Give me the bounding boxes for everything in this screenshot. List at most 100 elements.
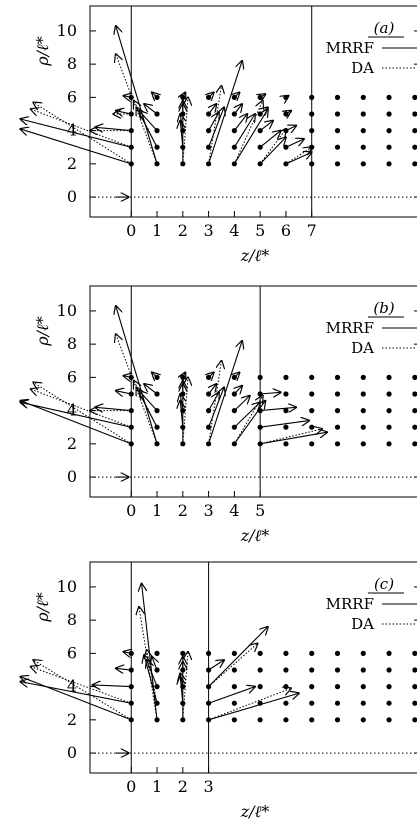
grid-point — [283, 408, 289, 414]
mrrf-vector — [209, 92, 214, 97]
da-vector — [208, 361, 222, 444]
grid-point — [180, 650, 186, 656]
mrrf-vector — [285, 126, 296, 131]
grid-point — [360, 128, 366, 134]
mrrf-vector — [116, 306, 158, 444]
grid-point — [360, 408, 366, 414]
y-tick-label-b: 0 — [67, 467, 77, 486]
grid-point — [386, 408, 392, 414]
plot-frame-c — [89, 561, 417, 774]
grid-point — [283, 374, 289, 380]
grid-point — [412, 684, 417, 690]
y-tick-label-c: 2 — [67, 710, 77, 729]
grid-point — [334, 667, 341, 673]
da-vector — [208, 688, 292, 721]
y-tick-label-b: 10 — [57, 301, 77, 320]
mrrf-vector — [20, 401, 132, 445]
legend-label-da: DA — [351, 339, 374, 357]
grid-point — [334, 391, 341, 397]
mrrf-vector — [152, 657, 157, 671]
mrrf-vector — [259, 137, 286, 165]
grid-point — [257, 717, 263, 723]
grid-point — [205, 717, 212, 723]
grid-point — [386, 144, 392, 150]
mrrf-vector — [260, 432, 327, 445]
grid-point — [283, 650, 289, 656]
y-axis-label-a: ρ/ℓ* — [33, 36, 52, 66]
grid-point — [360, 161, 366, 167]
mrrf-vector — [208, 687, 255, 704]
grid-point — [309, 684, 315, 690]
grid-point — [283, 717, 289, 723]
mrrf-vector — [208, 693, 299, 721]
mrrf-vector — [208, 660, 224, 671]
x-tick-label-a: 4 — [229, 221, 239, 240]
grid-point — [360, 650, 366, 656]
mrrf-vector — [233, 109, 268, 165]
grid-point — [334, 94, 341, 100]
grid-point — [334, 128, 341, 134]
mrrf-vector — [286, 111, 291, 114]
y-tick-label-a: 8 — [67, 54, 77, 73]
y-tick-label-c: 10 — [57, 577, 77, 596]
grid-point — [412, 717, 417, 723]
grid-point — [386, 684, 392, 690]
plot-frame-b — [89, 285, 417, 498]
grid-point — [386, 391, 392, 397]
mrrf-vector — [95, 127, 132, 130]
x-tick-label-b: 3 — [204, 501, 214, 520]
grid-point — [360, 144, 366, 150]
grid-point — [360, 717, 366, 723]
mrrf-vector — [233, 396, 249, 412]
x-tick-label-a: 7 — [307, 221, 317, 240]
grid-point — [283, 391, 289, 397]
grid-point — [309, 441, 315, 447]
grid-point — [412, 667, 417, 673]
mrrf-vector — [116, 668, 132, 670]
da-vector — [33, 660, 132, 721]
grid-point — [309, 650, 315, 656]
legend-label-da: DA — [351, 615, 374, 633]
x-tick-label-a: 0 — [126, 221, 136, 240]
da-vector — [31, 667, 132, 704]
grid-point — [360, 700, 366, 706]
grid-point — [154, 650, 160, 656]
mrrf-vector — [234, 92, 239, 97]
mrrf-vector — [286, 96, 289, 98]
y-tick-label-b: 6 — [67, 367, 77, 386]
x-tick-label-a: 6 — [281, 221, 291, 240]
mrrf-vector — [139, 111, 158, 131]
grid-point — [309, 128, 315, 134]
mrrf-vector — [20, 129, 132, 165]
mrrf-vector — [208, 112, 219, 131]
grid-point — [360, 684, 366, 690]
grid-point — [360, 391, 366, 397]
grid-point — [334, 684, 341, 690]
mrrf-vector — [208, 392, 219, 411]
x-axis-label-b: z/ℓ* — [240, 526, 269, 545]
grid-point — [283, 441, 289, 447]
mrrf-vector — [234, 372, 239, 377]
mrrf-vector — [124, 652, 132, 654]
y-tick-label-b: 4 — [67, 401, 77, 420]
grid-point — [283, 667, 289, 673]
x-axis-label-c: z/ℓ* — [240, 802, 269, 821]
series-da-b — [31, 334, 322, 445]
mrrf-vector — [209, 384, 217, 395]
plot-frame-a — [89, 5, 417, 218]
y-tick-label-a: 0 — [67, 187, 77, 206]
grid-point — [154, 717, 160, 723]
grid-point — [309, 700, 315, 706]
grid-point — [412, 391, 417, 397]
grid-point — [334, 700, 341, 706]
mrrf-vector — [259, 131, 281, 148]
y-tick-label-a: 4 — [67, 121, 77, 140]
y-tick-label-a: 10 — [57, 21, 77, 40]
mrrf-vector — [147, 660, 158, 687]
x-tick-label-c: 3 — [204, 777, 214, 796]
grid-point — [334, 408, 341, 414]
grid-point — [128, 717, 134, 723]
grid-point — [360, 374, 366, 380]
mrrf-vector — [259, 121, 273, 132]
legend-label-mrrf: MRRF — [326, 319, 374, 337]
